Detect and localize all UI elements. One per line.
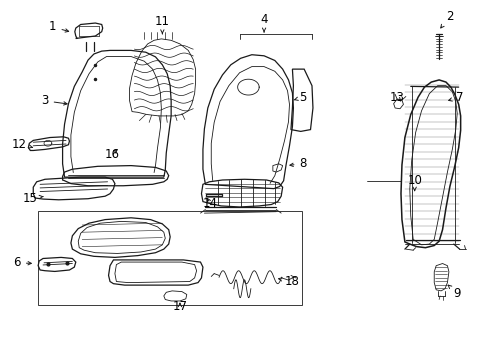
Text: 7: 7 — [448, 91, 463, 104]
Text: 9: 9 — [447, 285, 460, 300]
Text: 15: 15 — [23, 192, 43, 204]
Text: 8: 8 — [289, 157, 306, 170]
Text: 6: 6 — [13, 256, 31, 269]
Text: 18: 18 — [278, 275, 299, 288]
Text: 16: 16 — [105, 148, 120, 161]
Text: 12: 12 — [12, 138, 33, 150]
Text: 10: 10 — [407, 174, 421, 190]
Text: 1: 1 — [49, 21, 68, 33]
Text: 11: 11 — [155, 15, 169, 34]
Text: 17: 17 — [172, 300, 187, 313]
Text: 14: 14 — [203, 197, 217, 210]
Text: 13: 13 — [389, 91, 404, 104]
Text: 4: 4 — [260, 13, 267, 32]
Text: 2: 2 — [440, 10, 453, 28]
Text: 5: 5 — [293, 91, 306, 104]
Text: 3: 3 — [41, 94, 67, 107]
